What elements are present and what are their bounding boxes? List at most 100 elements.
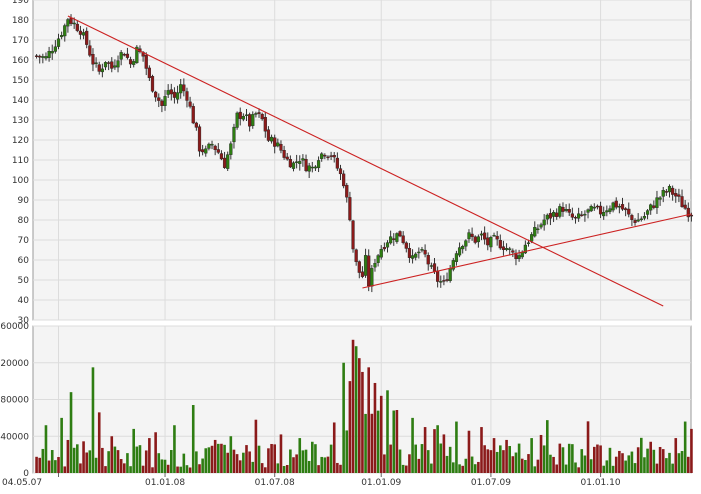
candle [81, 28, 86, 40]
candle-body [122, 54, 126, 56]
candle-body [667, 185, 672, 193]
candle-body [244, 114, 249, 116]
volume-bar [72, 447, 76, 473]
candle-body [645, 210, 650, 215]
candle [624, 207, 628, 217]
volume-bar [254, 419, 258, 473]
candle-body [63, 25, 67, 37]
candle [241, 113, 245, 122]
candle-body [439, 281, 443, 283]
volume-bar [426, 450, 430, 473]
candle [63, 23, 67, 42]
candle [564, 204, 568, 213]
candle [226, 151, 230, 172]
candle [88, 40, 92, 58]
volume-bar [593, 446, 596, 473]
volume-bar [332, 422, 336, 473]
volume-bar [60, 417, 63, 473]
volume-bar [687, 456, 690, 473]
candle [577, 207, 581, 222]
candle [423, 244, 427, 258]
candle-body [495, 235, 499, 240]
volume-bar [97, 412, 101, 473]
volume-bar [677, 453, 681, 473]
volume-bar [539, 434, 543, 473]
candle [188, 96, 192, 109]
candle-body [201, 149, 205, 153]
candle [219, 150, 224, 161]
candle-body [564, 209, 568, 211]
y-tick-label: 140 [12, 96, 29, 106]
candle [392, 233, 396, 246]
volume-bar [370, 413, 374, 473]
volume-bar [85, 452, 88, 473]
candle [97, 61, 101, 75]
volume-bar [182, 453, 186, 473]
volume-bar [276, 463, 280, 473]
candle-body [41, 56, 45, 58]
volume-bar [624, 460, 627, 473]
candle [169, 83, 173, 101]
volume-bar [135, 446, 139, 473]
candle-body [97, 64, 101, 72]
candle [91, 48, 95, 72]
volume-bar [480, 427, 483, 473]
candle [473, 235, 477, 245]
volume-bar [508, 446, 511, 473]
candle [60, 31, 64, 40]
candle-body [56, 38, 61, 47]
volume-bar [408, 454, 411, 473]
candle-body [536, 228, 540, 231]
candle-body [542, 219, 546, 226]
volume-bar [627, 455, 631, 473]
volume-bar [304, 449, 308, 473]
candle [78, 25, 83, 40]
candle [379, 245, 383, 260]
volume-bar [57, 457, 60, 473]
candle [442, 275, 446, 286]
candle [363, 248, 368, 278]
candle [489, 235, 493, 252]
candle-body [222, 157, 227, 168]
candle-body [69, 17, 73, 24]
candle-body [392, 238, 396, 240]
candle [598, 201, 603, 219]
candle [175, 85, 180, 104]
candle [348, 191, 352, 222]
candle-body [119, 52, 123, 60]
candle [583, 210, 587, 222]
volume-bar [602, 465, 605, 473]
candle-body [357, 261, 361, 273]
candle [276, 138, 280, 148]
candle-body [476, 236, 480, 243]
candle-body [307, 165, 311, 172]
candle-body [326, 156, 330, 159]
candle [674, 188, 678, 203]
volume-bar [658, 446, 662, 473]
volume-bar [452, 462, 455, 473]
x-tick-label: 01.07.09 [471, 478, 511, 488]
candle-body [75, 23, 79, 31]
candle-body [172, 91, 177, 98]
volume-bar [267, 448, 270, 473]
candle-body [661, 190, 665, 197]
candle-body [595, 205, 600, 208]
candle [310, 161, 314, 173]
candle [316, 156, 321, 173]
candle-body [276, 142, 280, 147]
volume-bar [448, 446, 452, 473]
volume-bar [144, 450, 148, 473]
volume-bar [361, 371, 364, 473]
candle [182, 78, 186, 97]
volume-bar [348, 381, 352, 473]
volume-bar [113, 446, 117, 473]
candle [605, 205, 609, 217]
volume-bar [621, 453, 624, 473]
axis-labels: 30 40 50 60 70 80 90 100 110 120 130 140 150 160 170 18… [0, 0, 621, 488]
volume-bar [107, 451, 110, 473]
candle [567, 203, 571, 216]
candle [504, 243, 509, 252]
candle [210, 140, 214, 150]
volume-bar [354, 346, 358, 473]
candle [122, 52, 126, 57]
